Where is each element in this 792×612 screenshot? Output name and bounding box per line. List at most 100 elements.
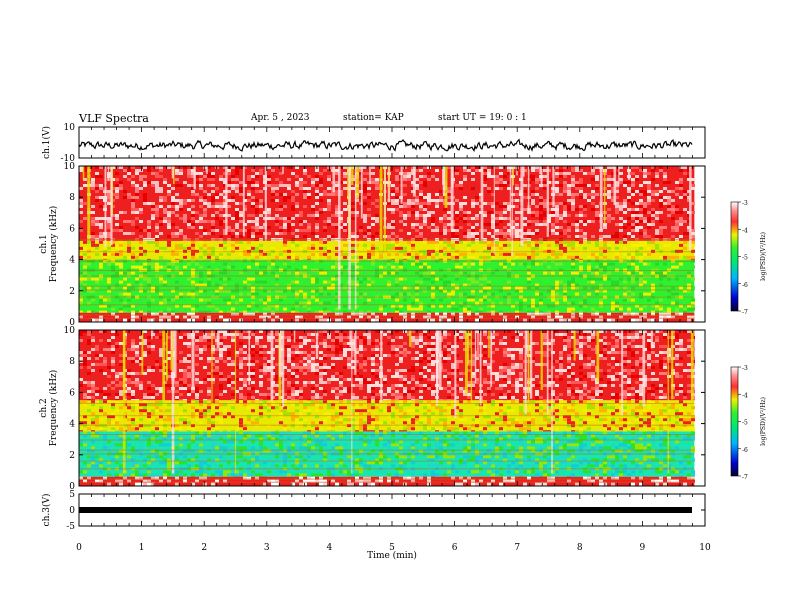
ch1-spectrogram-cell xyxy=(403,298,407,302)
ch1-spectrogram-cell xyxy=(311,205,315,208)
ch1-spectrogram-cell xyxy=(175,268,179,272)
ch1-spectrogram-cell xyxy=(611,268,615,272)
ch1-spectrogram-cell xyxy=(679,196,683,199)
ch1-spectrogram-cell xyxy=(367,255,371,259)
ch1-spectrogram-cell xyxy=(351,217,355,220)
ch1-spectrogram-cell xyxy=(179,199,183,202)
ch2-spectrogram-cell xyxy=(591,437,595,441)
ch1-spectrogram-cell xyxy=(275,310,279,313)
ch1-spectrogram-cell xyxy=(199,298,203,302)
ch2-spectrogram-cell xyxy=(663,437,667,441)
ch1-spectrogram-cell xyxy=(339,181,343,184)
ch1-spectrogram-cell xyxy=(143,175,147,178)
ch1-spectrogram-cell xyxy=(107,277,111,281)
ch1-spectrogram-cell xyxy=(551,232,555,235)
ch1-spectrogram-cell xyxy=(315,211,319,214)
ch2-spectrogram-cell xyxy=(307,482,311,486)
ch1-spectrogram-cell xyxy=(619,178,623,181)
ch1-spectrogram-burst-streak xyxy=(451,166,454,188)
ch1-spectrogram-cell xyxy=(283,249,287,253)
ch1-spectrogram-cell xyxy=(371,172,375,175)
ch1-spectrogram-cell xyxy=(507,223,511,226)
ch1-spectrogram-cell xyxy=(463,217,467,220)
ch2-spectrogram-cell xyxy=(423,434,427,438)
ch1-spectrogram-cell xyxy=(403,166,407,169)
ch1-spectrogram-cell xyxy=(275,255,279,259)
ch1-spectrogram-cell xyxy=(275,301,279,305)
ch1-spectrogram-cell xyxy=(455,229,459,232)
ch2-spectrogram-cell xyxy=(547,479,551,483)
ch1-spectrogram-cell xyxy=(671,318,675,322)
ch1-spectrogram-cell xyxy=(607,175,611,178)
ch2-spectrogram-cell xyxy=(623,446,627,450)
ch1-spectrogram-cell xyxy=(227,310,231,313)
ch2-spectrogram-cell xyxy=(263,482,267,486)
ch1-spectrogram-cell xyxy=(623,292,627,296)
ch1-spectrogram-cell xyxy=(471,286,475,290)
ch1-spectrogram-cell xyxy=(607,166,611,169)
ch1-spectrogram-cell xyxy=(563,205,567,208)
ch1-spectrogram-cell xyxy=(683,196,687,199)
ch1-spectrogram-cell xyxy=(527,220,531,223)
ch1-spectrogram-cell xyxy=(187,277,191,281)
ch1-spectrogram-cell xyxy=(539,205,543,208)
ch2-spectrogram-cell xyxy=(527,431,531,435)
ch1-spectrogram-cell xyxy=(179,205,183,208)
ch1-spectrogram-cell xyxy=(139,220,143,223)
ch1-spectrogram-cell xyxy=(627,252,631,256)
ch2-spectrogram-cell xyxy=(519,443,523,447)
ch1-spectrogram-cell xyxy=(419,286,423,290)
ch2-spectrogram-cell xyxy=(455,431,459,435)
ch1-spectrogram-cell xyxy=(595,310,599,313)
ch1-spectrogram-cell xyxy=(399,246,403,250)
ch2-spectrogram-cell xyxy=(315,440,319,444)
ch2-spectrogram-cell xyxy=(191,434,195,438)
ch1-spectrogram-cell xyxy=(247,283,251,287)
ch2-spectrogram-cell xyxy=(347,482,351,486)
ch1-spectrogram-cell xyxy=(591,292,595,296)
ch1-spectrogram-cell xyxy=(291,243,295,247)
ch1-spectrogram-cell xyxy=(191,172,195,175)
ch1-spectrogram-cell xyxy=(431,301,435,305)
ch1-spectrogram-cell xyxy=(83,277,87,281)
ch1-spectrogram-cell xyxy=(415,211,419,214)
ch1-spectrogram-cell xyxy=(207,315,211,319)
ch2-spectrogram-cell xyxy=(243,446,247,450)
ch2-spectrogram-cell xyxy=(163,476,167,480)
ch1-spectrogram-cell xyxy=(691,304,695,308)
ch1-spectrogram-cell xyxy=(231,229,235,232)
ch1-spectrogram-cell xyxy=(687,229,691,232)
ch1-spectrogram-cell xyxy=(275,214,279,217)
ch1-spectrogram-cell xyxy=(239,190,243,193)
ch1-spectrogram-cell xyxy=(587,193,591,196)
ch1-spectrogram-cell xyxy=(631,217,635,220)
ch2-spectrogram-cell xyxy=(139,455,143,459)
ch1-spectrogram-cell xyxy=(563,190,567,193)
ch1-spectrogram-ylabel-line: Frequency (kHz) xyxy=(48,206,59,283)
ch2-spectrogram-cell xyxy=(179,479,183,483)
ch1-spectrogram-cell xyxy=(587,277,591,281)
ch1-spectrogram-cell xyxy=(363,235,367,238)
ch1-spectrogram-cell xyxy=(683,307,687,311)
ch1-spectrogram-cell xyxy=(623,252,627,256)
ch1-spectrogram-cell xyxy=(263,265,267,269)
ch1-spectrogram-cell xyxy=(295,301,299,305)
ch1-spectrogram-cell xyxy=(115,229,119,232)
ch1-spectrogram-cell xyxy=(187,304,191,308)
ch1-spectrogram-cell xyxy=(555,286,559,290)
ch1-spectrogram-cell xyxy=(99,187,103,190)
ch1-spectrogram-cell xyxy=(251,283,255,287)
ch1-spectrogram-cell xyxy=(243,252,247,256)
ch1-spectrogram-cell xyxy=(211,199,215,202)
ch2-spectrogram-cell xyxy=(435,479,439,483)
ch1-spectrogram-cell xyxy=(247,240,251,244)
ch2-spectrogram-cell xyxy=(639,482,643,486)
ch1-spectrogram-cell xyxy=(615,172,619,175)
ch1-spectrogram-cell xyxy=(207,246,211,250)
ch1-spectrogram-cell xyxy=(411,315,415,319)
ch1-spectrogram-cell xyxy=(239,229,243,232)
ch1-spectrogram-cell xyxy=(291,271,295,275)
ch1-spectrogram-cell xyxy=(279,252,283,256)
ch1-spectrogram-cell xyxy=(635,226,639,229)
